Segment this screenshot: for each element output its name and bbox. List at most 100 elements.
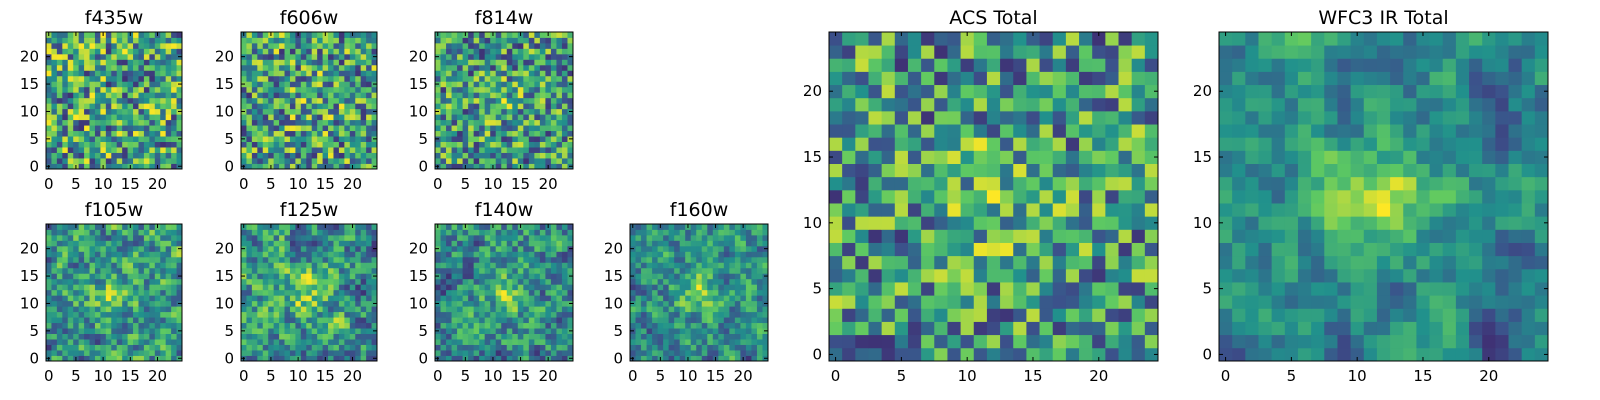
heatmap-cell <box>246 163 253 170</box>
heatmap-cell <box>62 92 69 99</box>
heatmap-cell <box>512 245 519 252</box>
heatmap-cell <box>881 242 896 257</box>
heatmap-cell <box>257 92 264 99</box>
heatmap-cell <box>262 64 269 71</box>
heatmap-cell <box>105 70 112 77</box>
heatmap-cell <box>268 125 275 132</box>
heatmap-cell <box>451 147 458 153</box>
heatmap-cell <box>257 103 264 110</box>
heatmap-cell <box>322 273 329 280</box>
heatmap-cell <box>176 64 183 71</box>
heatmap-cell <box>745 350 752 356</box>
heatmap-cell <box>306 344 313 351</box>
heatmap-cell <box>490 295 497 302</box>
heatmap-cell <box>94 256 101 263</box>
heatmap-cell <box>484 48 491 55</box>
heatmap-cell <box>349 81 356 88</box>
heatmap-cell <box>501 130 508 137</box>
heatmap-cell <box>246 339 253 345</box>
heatmap-cell <box>295 114 302 121</box>
heatmap-cell <box>652 278 658 285</box>
heatmap-cell <box>528 240 535 247</box>
heatmap-cell <box>67 317 74 324</box>
heatmap-cell <box>550 147 557 153</box>
heatmap-cell <box>94 48 101 55</box>
heatmap-cell <box>241 141 247 148</box>
heatmap-cell <box>484 344 491 351</box>
heatmap-cell <box>62 350 69 356</box>
heatmap-cell <box>165 245 172 252</box>
heatmap-cell <box>641 284 647 291</box>
heatmap-cell <box>973 321 988 336</box>
heatmap-cell <box>641 350 647 356</box>
heatmap-cell <box>842 308 856 322</box>
heatmap-cell <box>349 158 356 164</box>
heatmap-cell <box>907 203 922 217</box>
heatmap-cell <box>257 97 264 104</box>
heatmap-cell <box>143 344 150 351</box>
heatmap-cell <box>306 245 313 252</box>
heatmap-cell <box>473 224 480 230</box>
heatmap-cell <box>176 92 183 99</box>
heatmap-cell <box>366 267 372 274</box>
heatmap-cell <box>1039 203 1054 217</box>
heatmap-cell <box>440 273 447 280</box>
heatmap-cell <box>1092 216 1106 230</box>
heatmap-cell <box>1000 150 1014 164</box>
heatmap-cell <box>561 64 568 71</box>
heatmap-cell <box>349 48 356 55</box>
heatmap-cell <box>116 163 123 170</box>
heatmap-cell <box>490 229 497 236</box>
heatmap-cell <box>360 136 367 142</box>
heatmap-cell <box>881 334 896 349</box>
heatmap-cell <box>56 136 63 142</box>
heatmap-cell <box>122 103 128 110</box>
heatmap-cell <box>127 81 134 88</box>
heatmap-cell <box>355 256 362 263</box>
heatmap-cell <box>360 344 367 351</box>
heatmap-cell <box>160 284 167 291</box>
heatmap-cell <box>462 234 469 241</box>
heatmap-cell <box>545 240 552 247</box>
heatmap-cell <box>567 267 574 274</box>
heatmap-cell <box>133 262 139 269</box>
heatmap-cell <box>105 114 112 121</box>
heatmap-cell <box>457 53 463 60</box>
heatmap-cell <box>907 347 922 362</box>
heatmap-cell <box>690 350 697 356</box>
heatmap-cell <box>51 81 58 88</box>
heatmap-cell <box>696 355 703 362</box>
heatmap-cell <box>567 97 574 104</box>
heatmap-cell <box>149 289 156 296</box>
heatmap-cell <box>78 240 85 247</box>
heatmap-cell <box>484 75 491 82</box>
heatmap-cell <box>300 344 307 351</box>
heatmap-cell <box>116 350 123 356</box>
heatmap-cell <box>1052 321 1067 336</box>
heatmap-cell <box>479 317 486 324</box>
heatmap-cell <box>567 344 574 351</box>
heatmap-cell <box>685 344 692 351</box>
heatmap-cell <box>171 251 177 258</box>
heatmap-cell <box>94 97 101 104</box>
heatmap-cell <box>528 119 535 126</box>
heatmap-cell <box>328 234 334 241</box>
heatmap-cell <box>360 278 367 285</box>
heatmap-cell <box>1039 255 1054 270</box>
heatmap-cell <box>468 163 475 170</box>
heatmap-cell <box>457 300 463 307</box>
heatmap-cell <box>668 317 675 324</box>
heatmap-cell <box>100 147 107 153</box>
heatmap-cell <box>712 350 719 356</box>
heatmap-cell <box>435 278 441 285</box>
heatmap-cell <box>133 147 139 153</box>
heatmap-cell <box>973 189 988 204</box>
y-tick-label: 15 <box>20 267 39 285</box>
heatmap-cell <box>56 317 63 324</box>
heatmap-cell <box>171 262 177 269</box>
heatmap-cell <box>371 278 378 285</box>
heatmap-cell <box>490 81 497 88</box>
heatmap-cell <box>160 344 167 351</box>
heatmap-cell <box>723 262 730 269</box>
heatmap-cell <box>921 321 935 336</box>
